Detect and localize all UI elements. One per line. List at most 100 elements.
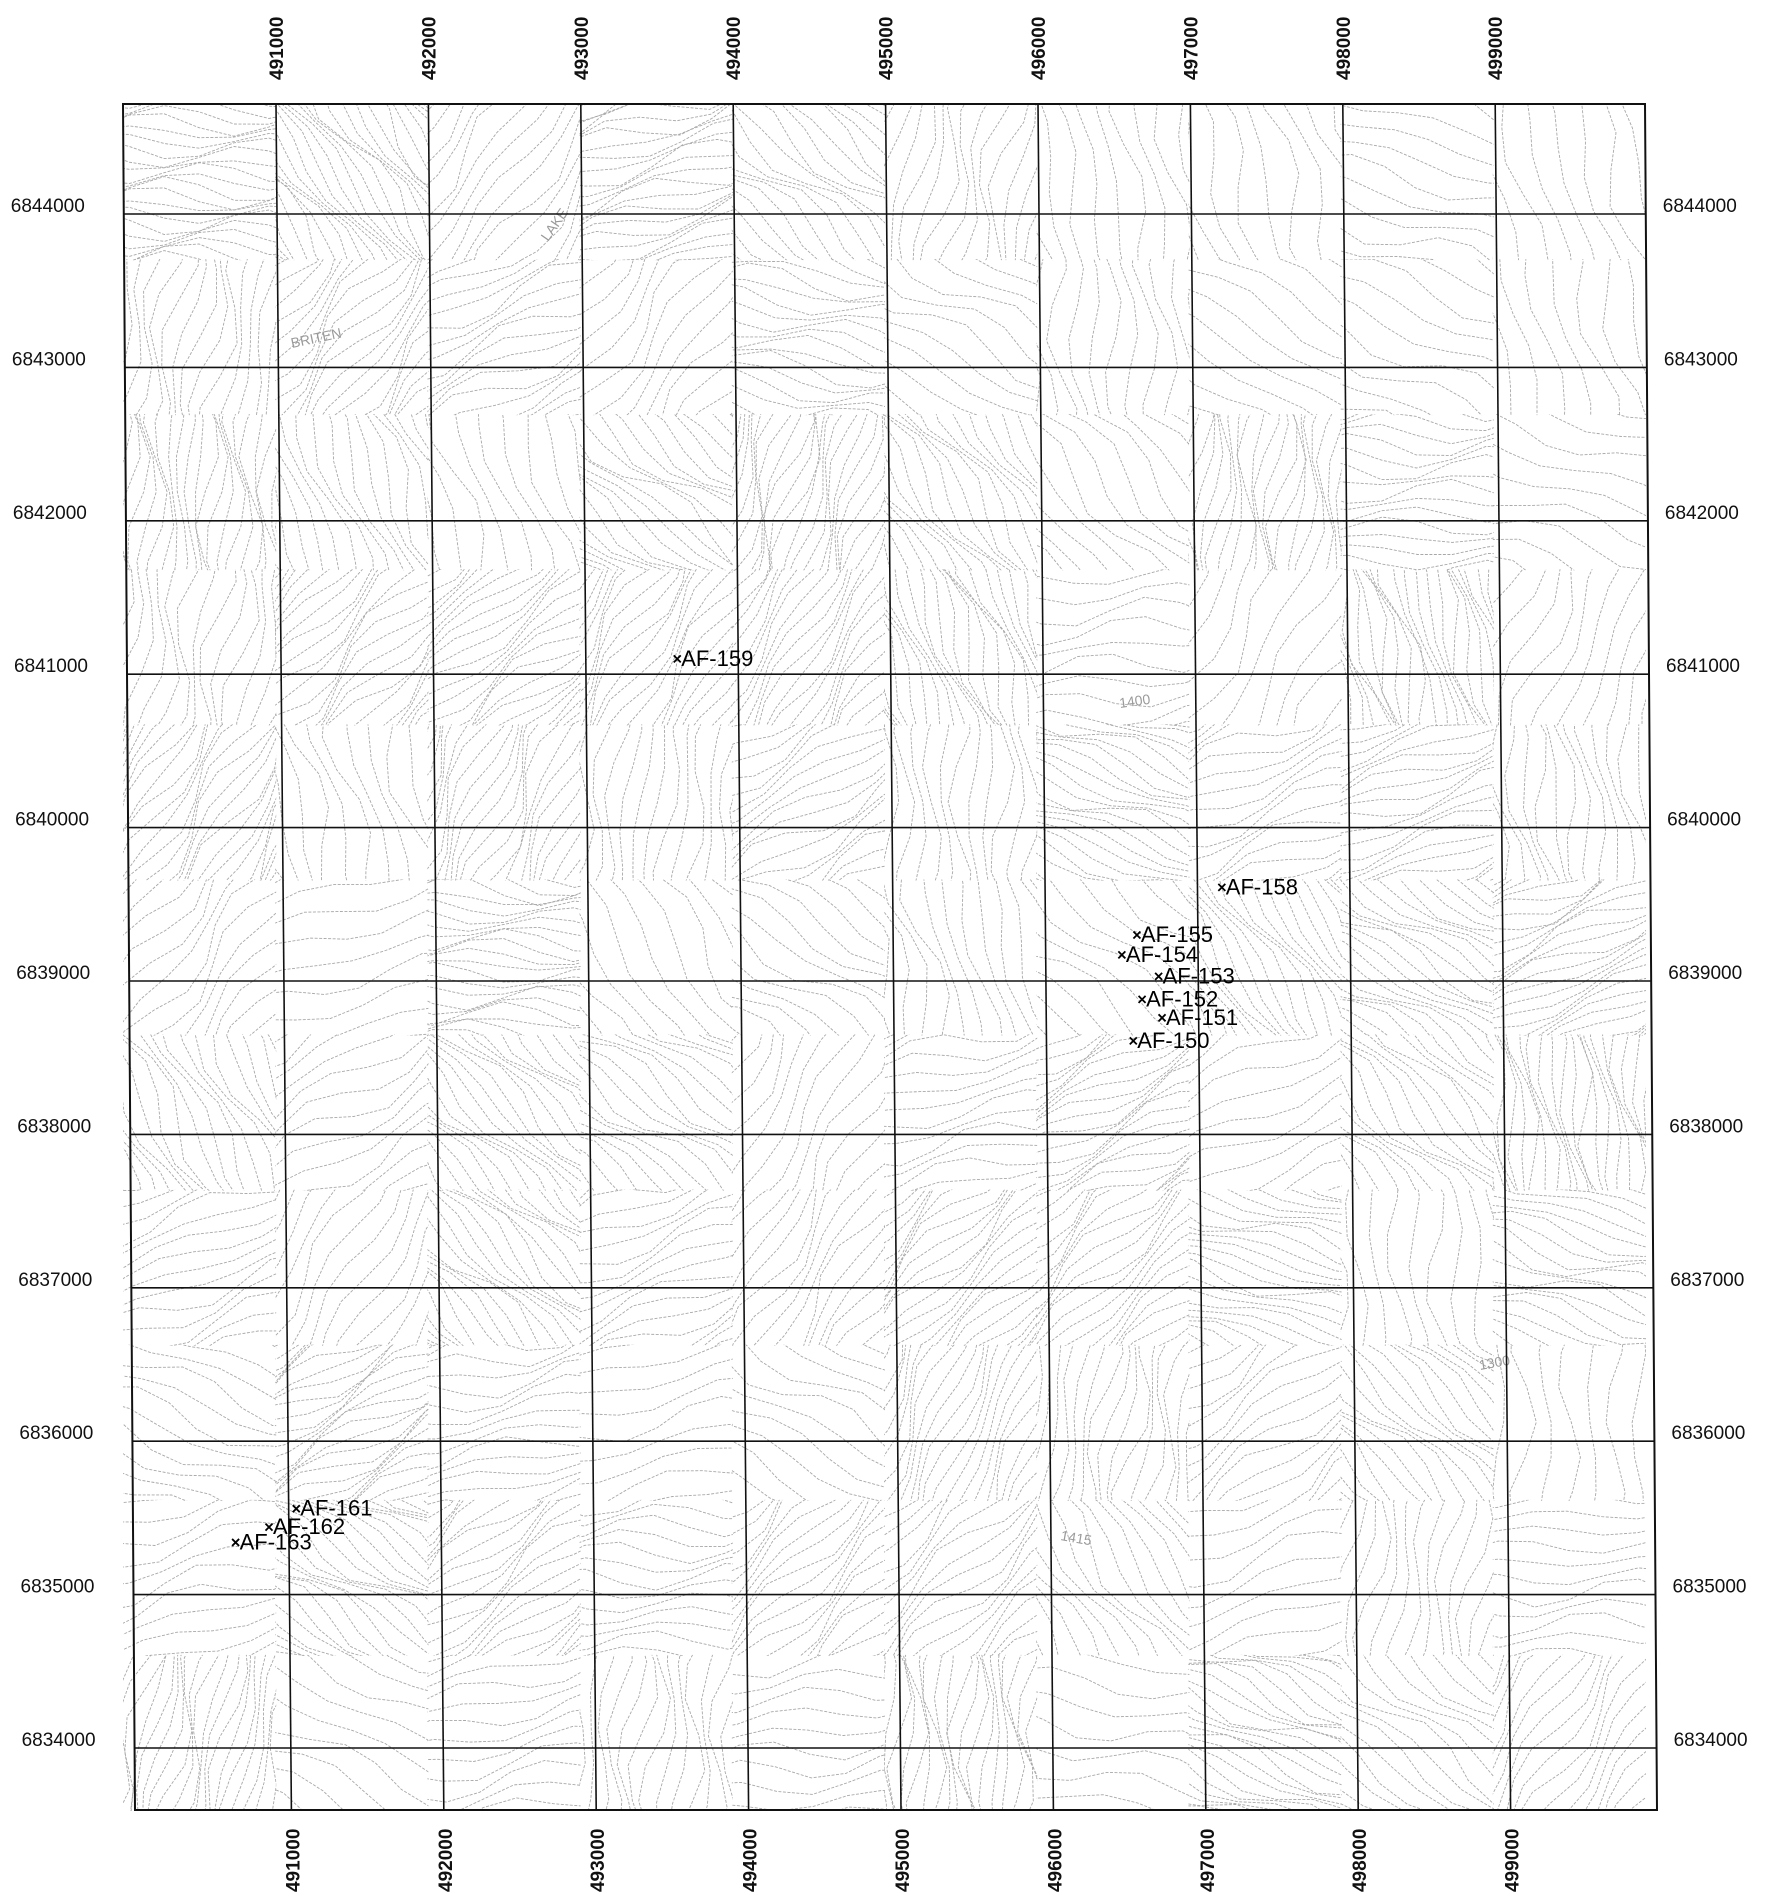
contour-line — [1235, 1095, 1446, 1280]
contour-line — [731, 569, 779, 649]
contour-line — [619, 724, 643, 881]
contour-line — [1276, 392, 1555, 406]
contour-line — [275, 1585, 364, 1656]
contour-line — [427, 1499, 561, 1597]
contour-line — [427, 724, 444, 802]
contour-line — [111, 1259, 370, 1362]
contour-line — [731, 1189, 746, 1213]
contour-line — [123, 1189, 198, 1225]
contour-line — [1003, 104, 1037, 261]
contour-line — [355, 104, 429, 195]
contour-line — [1050, 1499, 1159, 1656]
contour-line — [656, 416, 932, 468]
contour-line — [808, 593, 885, 726]
contour-line — [1328, 259, 1342, 268]
contour-line — [1188, 1038, 1342, 1103]
contour-line — [309, 266, 429, 416]
contour-line — [963, 1290, 1038, 1346]
sample-point[interactable]: AF-159 — [673, 646, 754, 671]
contour-line — [884, 1344, 922, 1457]
contour-line — [1024, 1648, 1038, 1656]
contour-line — [884, 307, 1038, 389]
contour-line — [944, 1264, 1000, 1538]
easting-label-bottom: 491000 — [283, 1829, 304, 1892]
contour-line — [884, 724, 900, 862]
contour-line — [1340, 362, 1483, 416]
contour-line — [1457, 569, 1494, 693]
contour-line — [552, 1588, 584, 1866]
contour-line — [275, 909, 429, 945]
contour-line — [427, 617, 581, 724]
sample-point[interactable]: AF-161 — [292, 1496, 373, 1521]
contour-line — [123, 1423, 277, 1483]
sample-label: AF-161 — [300, 1496, 372, 1521]
contour-line — [427, 1052, 563, 1191]
contour-line — [533, 785, 581, 881]
sample-marker-icon — [1157, 1013, 1167, 1022]
contour-line — [328, 352, 351, 631]
contour-line — [123, 228, 277, 250]
contour-line — [579, 166, 733, 207]
sample-point[interactable]: AF-153 — [1154, 963, 1235, 988]
contour-line — [139, 1034, 225, 1191]
contour-line — [427, 724, 469, 843]
contour-line — [731, 1754, 885, 1779]
contour-line — [427, 104, 527, 235]
contour-line — [226, 989, 277, 1036]
contour-line — [579, 1189, 590, 1200]
contour-line — [1427, 1474, 1706, 1497]
contour-line — [1420, 259, 1494, 298]
contour-line — [1340, 176, 1494, 218]
contour-line — [275, 447, 324, 571]
contour-line — [123, 1654, 152, 1805]
contour-line — [123, 1583, 277, 1624]
sample-point[interactable]: AF-152 — [1137, 986, 1219, 1011]
contour-line — [304, 221, 347, 497]
contour-line — [1186, 1549, 1446, 1649]
contour-line — [199, 259, 238, 416]
contour-line — [1036, 742, 1190, 800]
contour-line — [579, 1556, 733, 1573]
contour-line — [1036, 994, 1081, 1036]
contour-line — [1086, 1344, 1124, 1501]
contour-line — [892, 1513, 1038, 1656]
sample-point[interactable]: AF-163 — [231, 1529, 312, 1554]
sample-point[interactable]: AF-162 — [264, 1514, 345, 1539]
easting-label-top: 494000 — [724, 17, 745, 80]
contour-line — [1638, 724, 1647, 823]
contour-line — [553, 1189, 581, 1224]
contour-line — [1520, 474, 1588, 746]
contour-line — [393, 370, 429, 416]
sample-point[interactable]: AF-158 — [1217, 874, 1298, 899]
contour-line — [427, 1344, 576, 1368]
sample-point[interactable]: AF-151 — [1157, 1005, 1239, 1030]
contour-line — [1017, 1346, 1140, 1597]
contour-line — [1591, 724, 1618, 881]
sample-point[interactable]: AF-155 — [1132, 922, 1213, 947]
sample-point[interactable]: AF-150 — [1129, 1028, 1210, 1053]
contour-line — [427, 879, 581, 888]
contour-line — [492, 1270, 764, 1336]
contour-line — [993, 203, 1020, 483]
contour-line — [1340, 1688, 1494, 1805]
contour-line — [579, 1193, 733, 1252]
contour-line — [579, 569, 651, 693]
contour-line — [275, 1189, 367, 1337]
contour-line — [495, 151, 581, 261]
contour-line — [123, 1129, 171, 1191]
contour-line — [427, 1463, 581, 1487]
contour-line — [567, 1338, 830, 1432]
contour-line — [884, 1189, 991, 1291]
contour-line — [427, 1018, 526, 1036]
contour-line — [992, 300, 1143, 535]
contour-line — [354, 414, 415, 571]
contour-line — [1081, 662, 1089, 941]
contour-line — [487, 1189, 581, 1254]
contour-line — [1605, 1344, 1626, 1501]
contour-line — [268, 712, 277, 726]
contour-line — [463, 104, 580, 261]
sample-point[interactable]: AF-154 — [1117, 942, 1198, 967]
contour-line — [1352, 1499, 1392, 1656]
contour-line — [1188, 1782, 1298, 1811]
contour-line — [1188, 724, 1342, 784]
